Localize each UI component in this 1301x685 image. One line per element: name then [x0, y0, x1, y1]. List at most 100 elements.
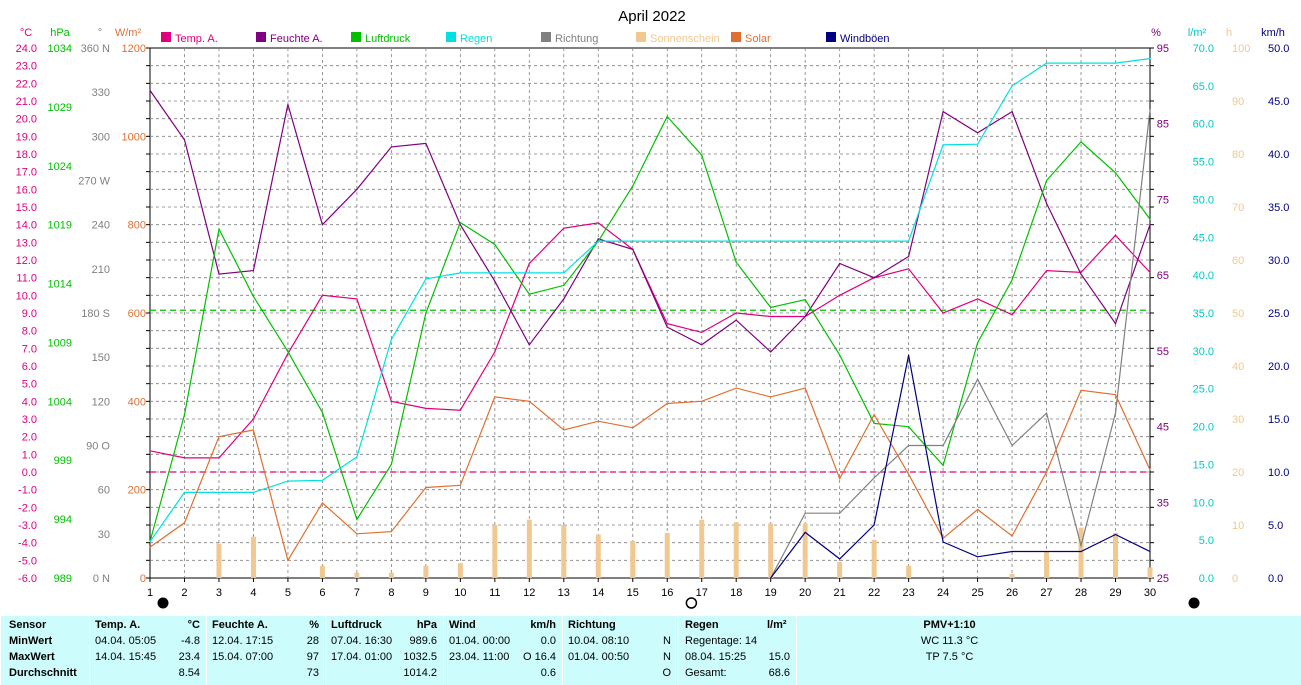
point-windb-en	[976, 556, 979, 558]
point-richtung	[1080, 545, 1082, 547]
point-solar	[839, 478, 841, 480]
point-feuchte-a	[183, 139, 186, 141]
unit-label-humidity: %	[1151, 27, 1161, 39]
tick-temp: -4.0	[18, 538, 37, 550]
point-feuchte-a	[218, 273, 220, 275]
x-tick-label: 24	[937, 587, 949, 599]
stats-pmv-title: PMV+1:10	[923, 619, 976, 631]
chart-legend: Temp. A. Feuchte A. Luftdruck Regen Richtung…	[161, 32, 890, 45]
point-solar	[804, 387, 806, 389]
tick-rain: 15.0	[1193, 459, 1214, 471]
tick-temp: -1.0	[18, 485, 37, 497]
tick-pressure: 999	[54, 455, 72, 467]
tick-wind: 0.0	[1268, 573, 1283, 585]
tick-sunshine: 20	[1232, 467, 1244, 479]
point-feuchte-a	[287, 103, 289, 106]
point-luftdruck	[1011, 279, 1013, 281]
point-feuchte-a	[252, 270, 255, 272]
point-luftdruck	[1045, 179, 1048, 182]
stats-rain-days: Regentage: 14	[685, 635, 758, 647]
point-solar	[287, 559, 289, 561]
point-regen	[390, 338, 392, 341]
chart-grid	[149, 47, 1151, 579]
x-tick-label: 10	[454, 587, 466, 599]
point-luftdruck	[563, 284, 565, 286]
bar-sonnenschein	[1044, 551, 1050, 578]
tick-sunshine: 40	[1232, 361, 1244, 373]
point-solar	[770, 396, 772, 398]
point-luftdruck	[666, 115, 668, 118]
tick-sunshine: 90	[1232, 96, 1244, 108]
x-tick-label: 21	[834, 587, 846, 599]
point-luftdruck	[839, 354, 841, 356]
stats-title: Feuchte A.	[212, 619, 268, 631]
stats-title: Richtung	[568, 619, 616, 631]
tick-pressure: 1014	[48, 279, 72, 291]
point-windb-en	[804, 531, 806, 534]
point-windb-en	[908, 354, 910, 356]
point-luftdruck	[459, 221, 461, 224]
point-regen	[908, 240, 910, 242]
stats-max-time: 23.04. 11:00	[449, 651, 510, 663]
point-feuchte-a	[1011, 111, 1013, 113]
tick-rain: 5.0	[1199, 535, 1214, 547]
stats-min-time: 01.04. 00:00	[449, 635, 511, 647]
tick-rain: 20.0	[1193, 422, 1214, 434]
x-tick-label: 7	[354, 587, 360, 599]
point-regen	[1149, 58, 1151, 60]
point-regen	[528, 272, 530, 274]
bar-sonnenschein	[595, 534, 601, 578]
tick-temp: 24.0	[16, 43, 37, 55]
x-tick-label: 15	[627, 587, 639, 599]
point-solar	[563, 429, 565, 431]
x-tick-label: 3	[216, 587, 222, 599]
tick-wind: 15.0	[1268, 414, 1289, 426]
x-tick-label: 6	[319, 587, 325, 599]
point-regen	[1080, 62, 1082, 64]
tick-wind: 40.0	[1268, 149, 1289, 161]
stats-max-time: 01.04. 00:50	[568, 651, 630, 663]
stats-max-value: 1032.5	[403, 651, 437, 663]
stats-column-feuchte-a: Feuchte A.% 12.04. 17:15 28 15.04. 07:00 97 7…	[206, 616, 325, 685]
point-luftdruck	[908, 426, 910, 428]
point-temp-a	[183, 457, 186, 459]
tick-wind: 20.0	[1268, 361, 1289, 373]
legend-label: Richtung	[555, 33, 598, 45]
tick-humidity: 35	[1157, 497, 1169, 509]
x-tick-label: 16	[661, 587, 673, 599]
tick-wind: 35.0	[1268, 202, 1289, 214]
legend-swatch	[161, 32, 171, 42]
point-temp-a	[1011, 314, 1013, 316]
bar-sonnenschein	[768, 523, 774, 578]
legend-label: Temp. A.	[175, 33, 218, 45]
tick-temp: 5.0	[22, 379, 37, 391]
tick-wind: 50.0	[1268, 43, 1289, 55]
tick-temp: 23.0	[16, 61, 37, 73]
plot-area	[149, 58, 1153, 579]
point-solar	[908, 473, 910, 475]
point-solar	[735, 387, 737, 389]
point-regen	[218, 491, 220, 494]
point-regen	[563, 272, 565, 274]
point-luftdruck	[356, 518, 358, 521]
point-luftdruck	[321, 411, 324, 413]
bar-sonnenschein	[1078, 527, 1084, 578]
tick-temp: -3.0	[18, 520, 37, 532]
stats-rain-max-time: 08.04. 15:25	[685, 651, 747, 663]
stats-unit: °C	[187, 619, 200, 631]
x-tick-label: 8	[388, 587, 394, 599]
point-solar	[666, 402, 668, 405]
tick-humidity: 75	[1157, 194, 1169, 206]
bar-sonnenschein	[664, 532, 670, 578]
point-richtung	[873, 477, 875, 479]
tick-sunshine: 0	[1232, 573, 1238, 585]
bar-sonnenschein	[250, 536, 256, 578]
x-tick-label: 12	[523, 587, 535, 599]
point-luftdruck	[287, 351, 289, 353]
point-solar	[218, 436, 220, 438]
tick-pressure: 994	[54, 514, 72, 526]
tick-temp: 16.0	[16, 184, 37, 196]
stats-rain-column: Regen l/m² Regentage: 14 08.04. 15:25 15…	[677, 616, 796, 685]
tick-solar: 800	[128, 220, 146, 232]
point-feuchte-a	[563, 298, 565, 300]
